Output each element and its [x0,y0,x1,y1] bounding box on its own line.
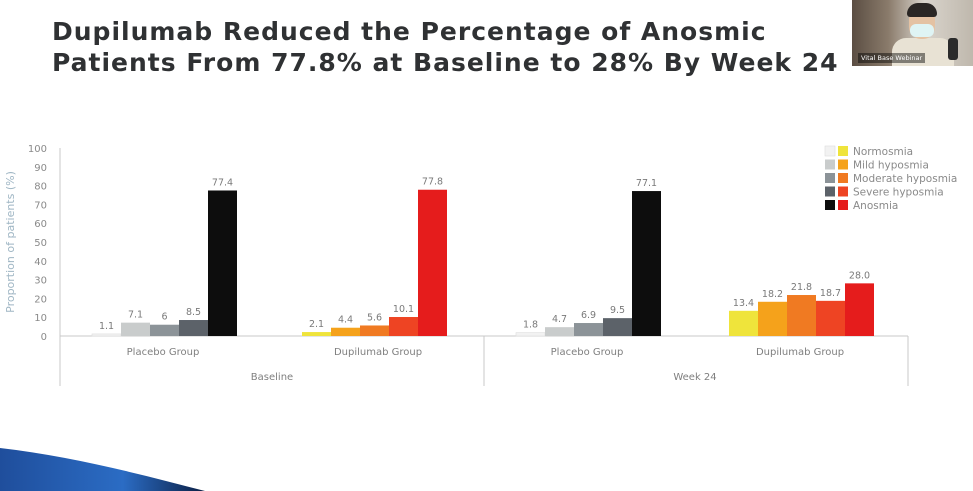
data-label: 13.4 [733,298,754,309]
group-label: Placebo Group [551,347,624,358]
presenter-name-tag: Vital Base Webinar [858,53,926,63]
legend-label: Anosmia [853,200,898,212]
y-tick-label: 10 [34,313,47,324]
legend-swatch-placebo [825,159,835,170]
slide-title: Dupilumab Reduced the Percentage of Anos… [52,16,852,78]
data-label: 28.0 [849,270,870,281]
y-axis-label: Proportion of patients (%) [4,171,17,313]
bar [150,324,179,336]
bar [787,295,816,336]
y-tick-label: 30 [34,276,47,287]
legend-swatch-placebo [824,145,836,157]
legend-swatch-dupilumab [838,186,848,197]
bar [121,322,150,336]
data-label: 21.8 [791,282,812,293]
legend-label: Moderate hyposmia [853,173,957,185]
data-label: 6 [161,312,167,323]
bar [758,301,787,336]
decorative-swoosh [0,448,205,491]
data-label: 10.1 [393,304,414,315]
bar [729,310,758,336]
data-label: 1.1 [99,321,114,332]
data-label: 77.1 [636,178,657,189]
group-label: Dupilumab Group [334,347,422,358]
legend-label: Mild hyposmia [853,160,929,172]
data-label: 4.7 [552,314,567,325]
legend-swatch-dupilumab [838,173,848,183]
legend-swatch-placebo [825,186,835,197]
bar [632,191,661,336]
timepoint-label: Baseline [251,372,293,383]
data-label: 18.7 [820,288,841,299]
y-tick-label: 60 [34,219,47,230]
legend-label: Normosmia [853,146,913,158]
bar [816,300,845,336]
data-label: 5.6 [367,312,382,323]
bar [574,323,603,336]
data-label: 77.8 [422,177,443,188]
group-label: Dupilumab Group [756,347,844,358]
data-label: 4.4 [338,315,353,326]
timepoint-label: Week 24 [673,372,716,383]
microphone-icon [948,38,958,60]
y-tick-label: 90 [34,163,47,174]
legend-label: Severe hyposmia [853,187,944,199]
data-label: 77.4 [212,177,233,188]
bar [389,317,418,336]
y-tick-label: 0 [41,332,47,343]
bar [302,332,331,336]
y-tick-label: 70 [34,200,47,211]
bar [179,320,208,336]
data-label: 6.9 [581,310,596,321]
y-tick-label: 20 [34,294,47,305]
data-label: 2.1 [309,319,324,330]
bar [603,318,632,336]
webinar-video-thumbnail[interactable]: Vital Base Webinar [852,0,973,66]
y-tick-label: 80 [34,182,47,193]
presenter-body [892,38,954,66]
legend-swatch-placebo [825,173,835,183]
bar-chart: 0 10 20 30 40 50 60 70 80 90 100 Proportion of pati… [4,144,957,386]
bar [545,327,574,336]
bar [515,332,546,337]
legend-swatch-dupilumab [838,146,848,156]
presenter-mask [910,24,934,37]
slide-title-line-1: Dupilumab Reduced the Percentage of Anos… [52,17,767,46]
legend-swatch-dupilumab [838,200,848,210]
bar [331,327,360,336]
y-tick-label: 100 [28,144,47,155]
legend-swatch-placebo [825,200,835,210]
bar [360,325,389,336]
y-tick-label: 40 [34,257,47,268]
y-tick-label: 50 [34,238,47,249]
data-label: 18.2 [762,289,783,300]
bar [91,333,122,337]
presenter-hair [907,3,937,17]
data-label: 8.5 [186,307,201,318]
data-label: 1.8 [523,320,538,331]
group-label: Placebo Group [127,347,200,358]
bar [418,189,447,336]
slide-title-line-2: Patients From 77.8% at Baseline to 28% B… [52,48,839,77]
data-label: 7.1 [128,310,143,321]
bar [845,283,874,336]
data-label: 9.5 [610,305,625,316]
bar [208,190,237,336]
legend-swatch-dupilumab [838,159,848,170]
swoosh-shape [0,448,205,491]
